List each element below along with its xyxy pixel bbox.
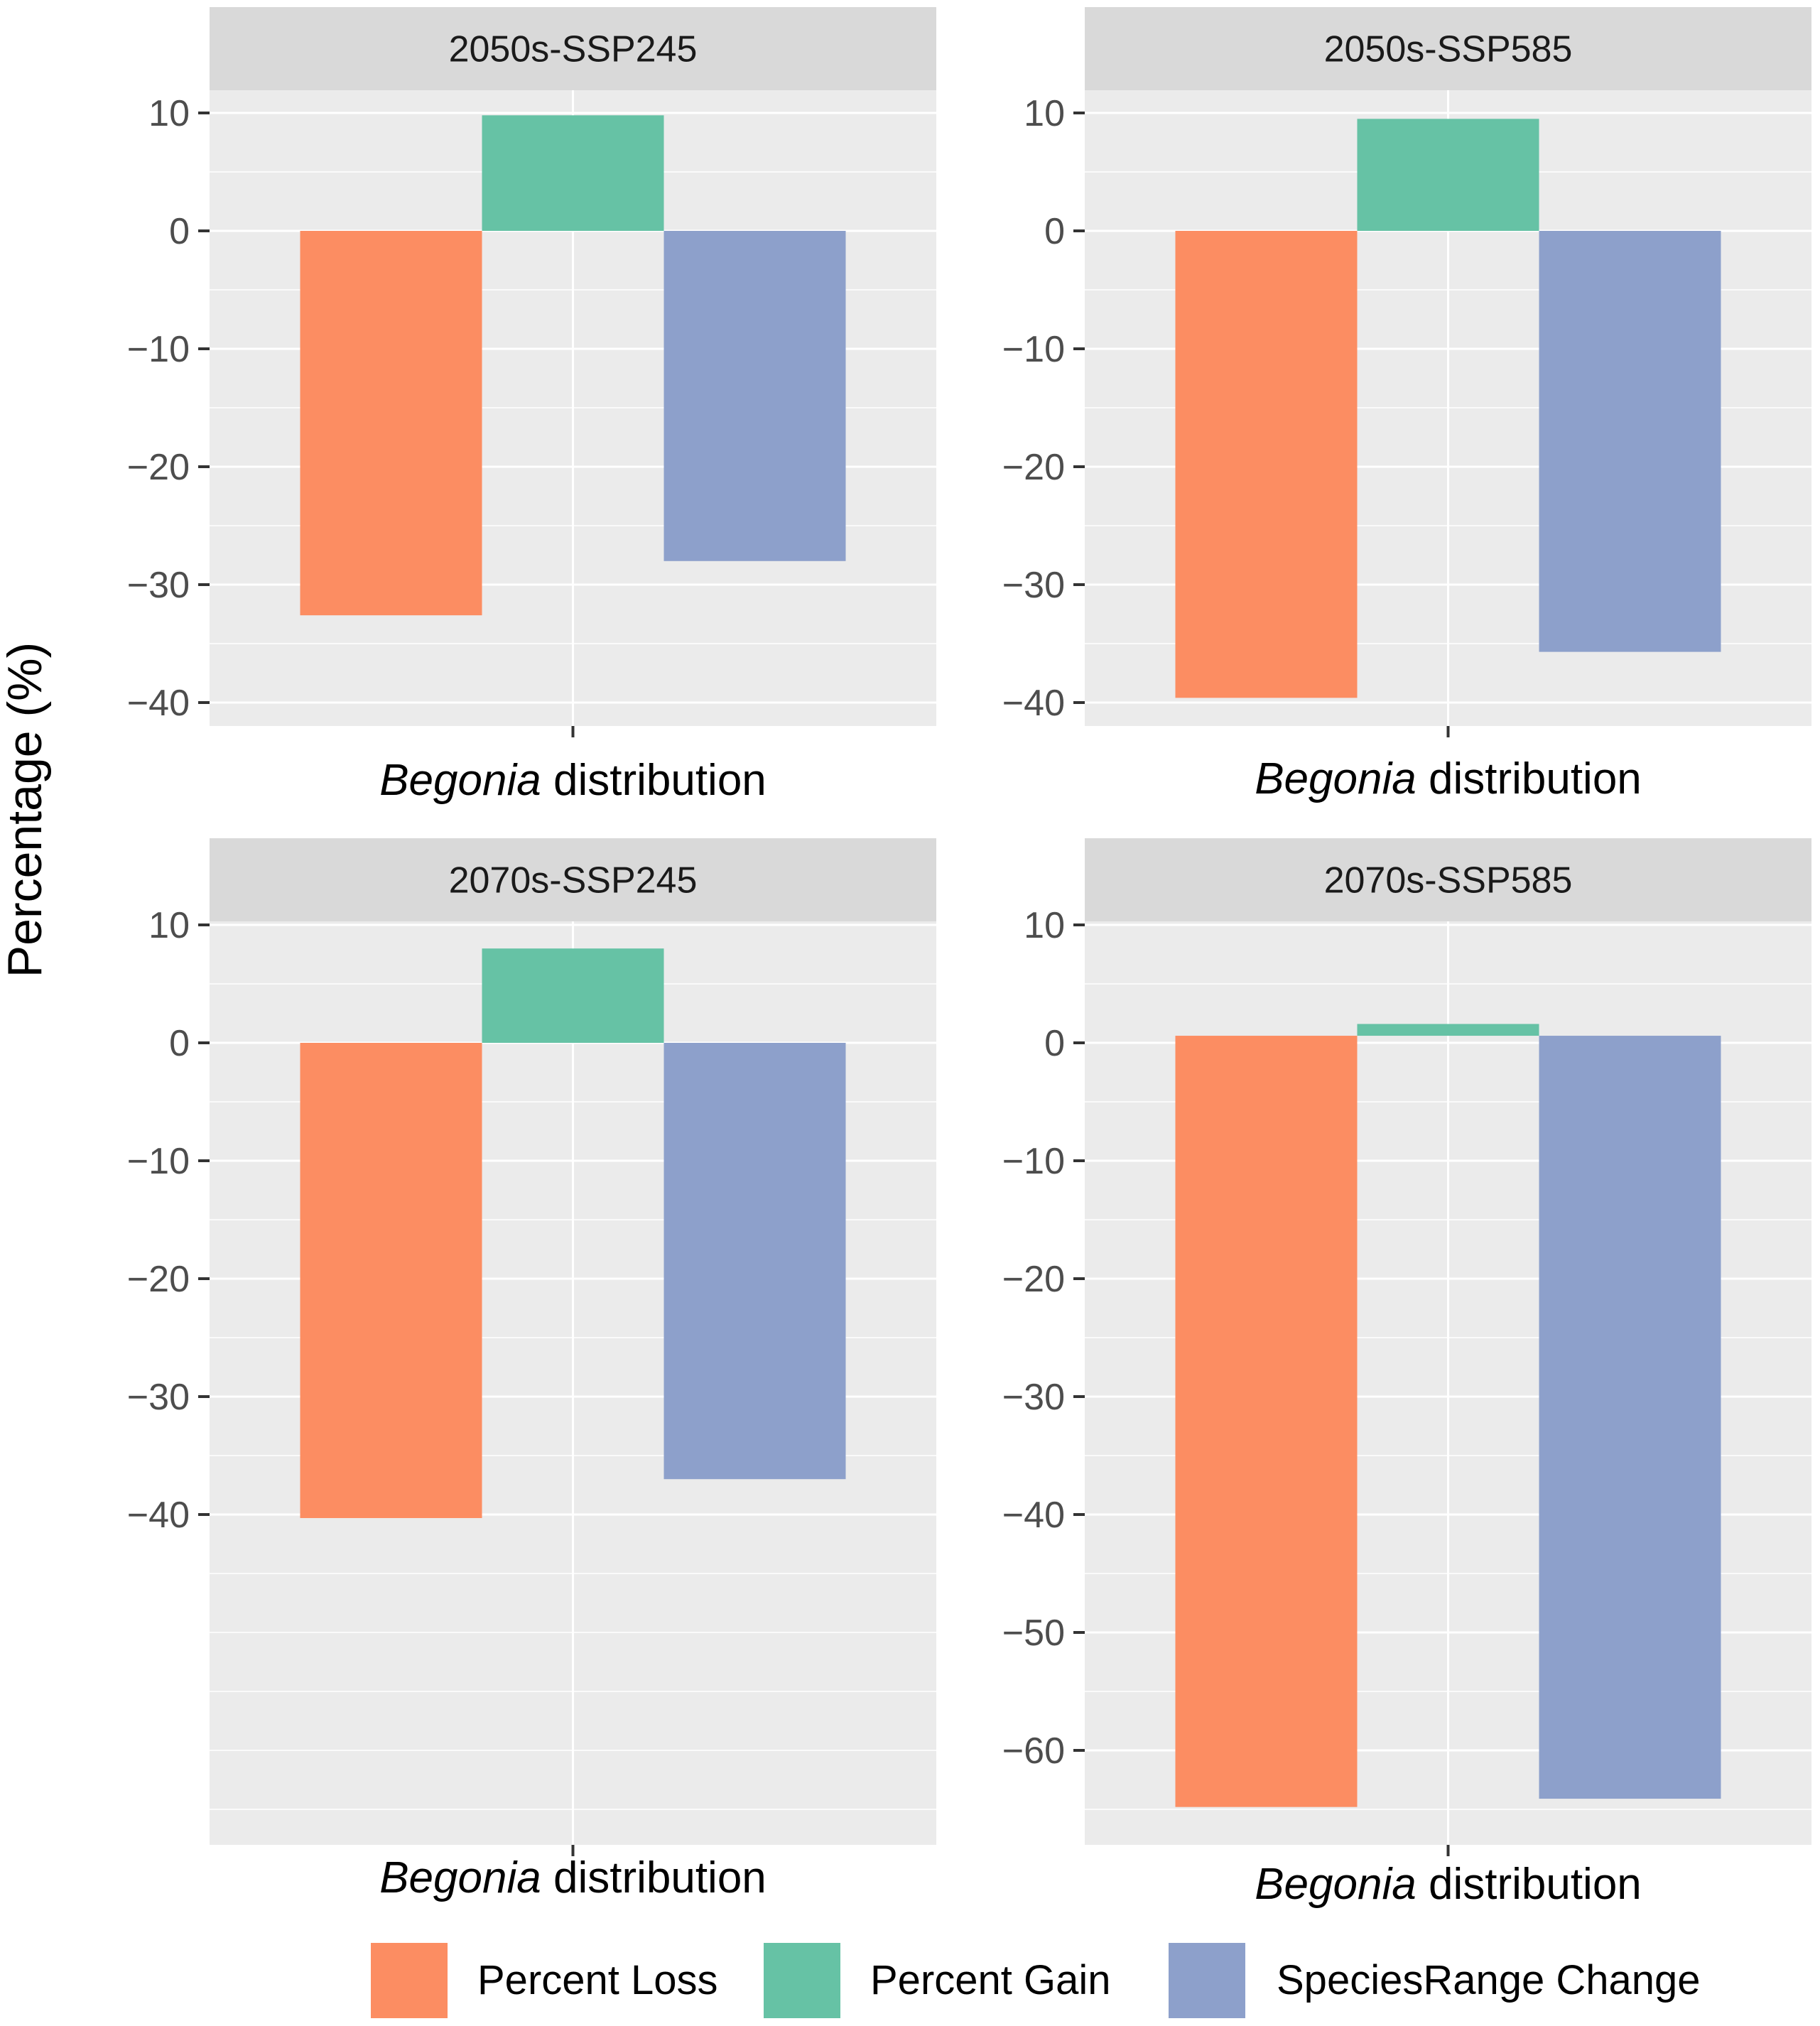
y-tick-label: −20 xyxy=(1002,1259,1065,1300)
y-tick-label: 0 xyxy=(169,211,190,252)
bar-percent-loss xyxy=(300,231,482,615)
x-axis-title-italic: Begonia xyxy=(1255,754,1417,803)
x-axis-title-rest: distribution xyxy=(541,756,767,805)
panel-2070s-SSP245: 2070s-SSP245 10 0 −10 −20 −30 −40 Begonia distr… xyxy=(127,838,936,1902)
y-tick-label: −40 xyxy=(127,683,190,724)
bar-speciesrange-change xyxy=(1539,1036,1721,1799)
bar-percent-gain xyxy=(482,115,664,231)
y-tick-label: −20 xyxy=(1002,447,1065,488)
panel-2070s-SSP585: 2070s-SSP585 10 0 −10 −20 −30 −40 −50 −60 Begonia… xyxy=(1002,838,1811,1909)
legend-key xyxy=(1169,1943,1245,2018)
legend-item-percent-loss: Percent Loss xyxy=(371,1943,718,2018)
y-tick-label: −40 xyxy=(1002,683,1065,724)
y-tick-label: 0 xyxy=(1044,211,1065,252)
x-axis-title-italic: Begonia xyxy=(379,1853,541,1902)
y-tick-label: 0 xyxy=(1044,1023,1065,1064)
y-tick-label: −50 xyxy=(1002,1613,1065,1654)
y-tick-label: 0 xyxy=(169,1023,190,1064)
bar-percent-gain xyxy=(1358,119,1539,231)
bar-percent-gain xyxy=(1358,1024,1539,1036)
y-tick-label: −20 xyxy=(127,1259,190,1300)
x-axis-title: Begonia distribution xyxy=(379,1853,767,1902)
legend: Percent Loss Percent Gain SpeciesRange Cha… xyxy=(371,1943,1701,2018)
figure: Percentage (%) 2050s-SSP245 10 0 −10 −20 −30 −… xyxy=(0,0,1820,2026)
y-tick-label: 10 xyxy=(148,905,190,946)
x-axis-title-italic: Begonia xyxy=(379,756,541,805)
y-tick-label: 10 xyxy=(1024,93,1065,134)
legend-key xyxy=(764,1943,840,2018)
y-tick-label: −60 xyxy=(1002,1730,1065,1772)
bar-speciesrange-change xyxy=(664,231,846,561)
y-tick-label: −10 xyxy=(1002,329,1065,370)
legend-label: SpeciesRange Change xyxy=(1277,1957,1701,2003)
panels: 2050s-SSP245 10 0 −10 −20 −30 −40 Begonia distr… xyxy=(127,7,1811,1909)
y-tick-label: 10 xyxy=(148,93,190,134)
facet-title: 2050s-SSP245 xyxy=(449,29,698,70)
x-axis-title-rest: distribution xyxy=(1417,754,1642,803)
bar-percent-loss xyxy=(1176,231,1358,698)
y-tick-label: −30 xyxy=(1002,565,1065,606)
panel-2050s-SSP585: 2050s-SSP585 10 0 −10 −20 −30 −40 Begonia distr… xyxy=(1002,7,1811,803)
y-tick-label: −30 xyxy=(127,1377,190,1418)
legend-key xyxy=(371,1943,448,2018)
y-tick-label: 10 xyxy=(1024,905,1065,946)
x-axis-title: Begonia distribution xyxy=(379,756,767,805)
bar-speciesrange-change xyxy=(664,1043,846,1479)
facet-title: 2050s-SSP585 xyxy=(1324,29,1573,70)
facet-title: 2070s-SSP245 xyxy=(449,860,698,901)
bar-percent-loss xyxy=(300,1043,482,1518)
y-tick-label: −40 xyxy=(1002,1495,1065,1536)
y-tick-label: −10 xyxy=(1002,1141,1065,1182)
legend-item-percent-gain: Percent Gain xyxy=(764,1943,1111,2018)
x-axis-title: Begonia distribution xyxy=(1255,754,1642,803)
facet-title: 2070s-SSP585 xyxy=(1324,860,1573,901)
x-axis-title: Begonia distribution xyxy=(1255,1860,1642,1909)
y-tick-label: −30 xyxy=(127,565,190,606)
x-axis-title-rest: distribution xyxy=(541,1853,767,1902)
y-tick-label: −30 xyxy=(1002,1377,1065,1418)
legend-label: Percent Gain xyxy=(870,1957,1111,2003)
y-tick-label: −20 xyxy=(127,447,190,488)
x-axis-title-italic: Begonia xyxy=(1255,1860,1417,1909)
bar-percent-gain xyxy=(482,948,664,1043)
y-axis-title: Percentage (%) xyxy=(0,642,52,977)
bar-percent-loss xyxy=(1176,1036,1358,1807)
legend-label: Percent Loss xyxy=(477,1957,718,2003)
y-tick-label: −10 xyxy=(127,1141,190,1182)
x-axis-title-rest: distribution xyxy=(1417,1860,1642,1909)
legend-item-speciesrange-change: SpeciesRange Change xyxy=(1169,1943,1701,2018)
panel-2050s-SSP245: 2050s-SSP245 10 0 −10 −20 −30 −40 Begonia distr… xyxy=(127,7,936,805)
bar-speciesrange-change xyxy=(1539,231,1721,652)
y-tick-label: −10 xyxy=(127,329,190,370)
y-tick-label: −40 xyxy=(127,1495,190,1536)
